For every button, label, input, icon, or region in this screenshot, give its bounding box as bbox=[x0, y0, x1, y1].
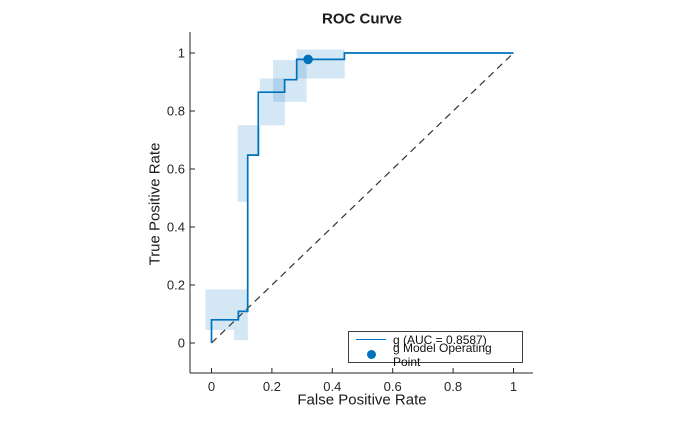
x-tick-label: 0.4 bbox=[323, 379, 341, 394]
legend-entry-operating-point: g Model Operating Point bbox=[349, 341, 522, 369]
confidence-band-rect bbox=[296, 49, 345, 79]
y-tick-label: 1 bbox=[178, 46, 185, 61]
legend-line-sample-icon bbox=[349, 339, 393, 340]
x-tick-label: 0.2 bbox=[263, 379, 281, 394]
legend-marker-sample-icon bbox=[349, 350, 393, 359]
legend-entry-label: g (AUC = 0.8587) bbox=[393, 332, 487, 347]
confidence-band-rect bbox=[273, 60, 307, 102]
y-axis-title: True Positive Rate bbox=[146, 142, 164, 266]
roc-curve-line bbox=[210, 52, 514, 343]
confidence-band-rect bbox=[205, 289, 235, 330]
y-tick-label: 0.6 bbox=[167, 162, 185, 177]
legend: g (AUC = 0.8587) g Model Operating Point bbox=[348, 331, 523, 369]
x-tick-label: 0 bbox=[208, 379, 215, 394]
x-tick-label: 1 bbox=[510, 379, 517, 394]
legend-entry-label: g Model Operating Point bbox=[393, 340, 492, 369]
confidence-band-rect bbox=[248, 125, 261, 156]
y-tick-label: 0 bbox=[178, 336, 185, 351]
legend-entry-roc-curve: g (AUC = 0.8587) bbox=[349, 332, 522, 347]
confidence-band-rect bbox=[237, 125, 249, 202]
reference-diagonal-line bbox=[211, 52, 514, 344]
y-tick-label: 0.2 bbox=[167, 278, 185, 293]
confidence-band-rect bbox=[259, 78, 285, 126]
x-axis-title: False Positive Rate bbox=[297, 391, 427, 409]
x-tick-label: 0.8 bbox=[444, 379, 462, 394]
operating-point-marker bbox=[303, 54, 313, 65]
y-tick-label: 0.8 bbox=[167, 104, 185, 119]
y-tick-label: 0.4 bbox=[167, 220, 185, 235]
chart-title: ROC Curve bbox=[321, 10, 403, 28]
x-tick-label: 0.6 bbox=[384, 379, 402, 394]
